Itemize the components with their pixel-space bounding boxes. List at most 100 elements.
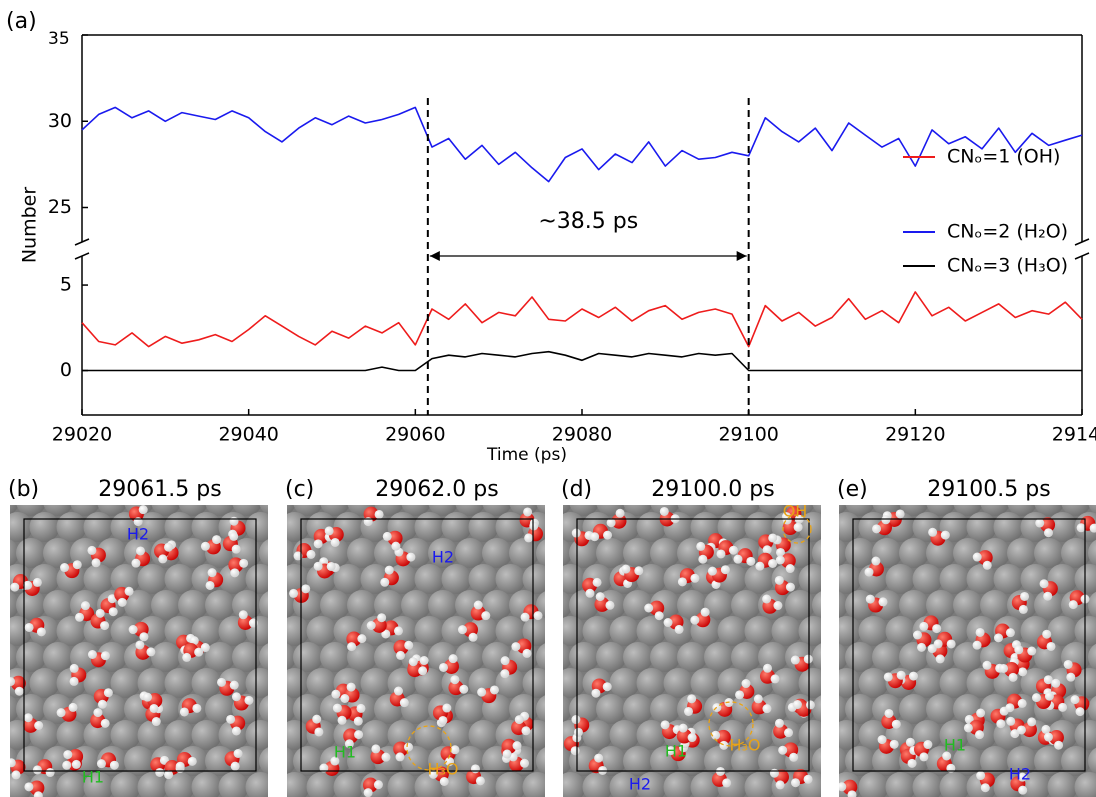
hydrogen xyxy=(793,522,803,532)
surface-atom xyxy=(29,512,60,542)
x-tick-label: 29120 xyxy=(885,424,945,446)
panel-title: 29061.5 ps xyxy=(98,477,221,502)
atom-label: O2 xyxy=(644,442,667,461)
hydrogen xyxy=(330,537,340,547)
hydrogen xyxy=(775,780,785,790)
surface-atom xyxy=(414,512,445,542)
surface-atom xyxy=(609,616,640,646)
hydrogen xyxy=(80,601,90,611)
hydrogen xyxy=(353,716,363,726)
hydrogen xyxy=(1017,772,1027,782)
hydrogen xyxy=(753,694,763,704)
surface-atom xyxy=(287,591,296,619)
surface-atom xyxy=(482,505,512,516)
hydrogen xyxy=(306,549,316,559)
hydrogen xyxy=(1043,528,1053,538)
surface-atom xyxy=(563,616,586,646)
hydrogen xyxy=(908,671,918,681)
hydrogen xyxy=(805,700,815,710)
hydrogen xyxy=(592,577,602,587)
hydrogen xyxy=(155,767,165,777)
highlight-ring xyxy=(782,514,812,544)
series-line xyxy=(81,291,1083,348)
surface-atom xyxy=(43,538,73,568)
hydrogen xyxy=(60,563,70,573)
surface-atom xyxy=(43,642,73,672)
surface-atom xyxy=(839,668,862,698)
surface-atom xyxy=(191,720,222,750)
hydrogen xyxy=(374,509,384,519)
hydrogen xyxy=(784,728,794,738)
hydrogen xyxy=(878,597,888,607)
hydrogen xyxy=(1018,785,1028,795)
surface-atom xyxy=(347,538,377,568)
hydrogen xyxy=(459,684,469,694)
surface-atom xyxy=(596,694,626,724)
hydrogen xyxy=(976,771,986,781)
hydrogen xyxy=(839,782,847,792)
surface-atom xyxy=(287,747,296,775)
hydrogen xyxy=(357,634,367,644)
hydrogen xyxy=(741,679,751,689)
surface-atom xyxy=(287,539,296,567)
hydrogen xyxy=(976,708,986,718)
surface-atom xyxy=(536,539,545,567)
surface-atom xyxy=(293,505,323,516)
hydrogen xyxy=(45,768,55,778)
oxygen xyxy=(594,596,610,612)
surface-atom xyxy=(596,538,626,568)
hydrogen xyxy=(128,625,138,635)
hydrogen xyxy=(233,748,243,758)
hydrogen xyxy=(980,783,990,793)
surface-atom xyxy=(16,505,46,516)
hydrogen xyxy=(475,776,485,786)
hydrogen xyxy=(340,693,350,703)
surface-atom xyxy=(10,539,19,567)
x-tick-label: 29060 xyxy=(385,424,445,446)
surface-atom xyxy=(690,668,721,698)
surface-atom xyxy=(798,564,821,594)
hydrogen xyxy=(1035,518,1045,528)
surface-atom xyxy=(980,746,1010,776)
hydrogen xyxy=(200,643,210,653)
hydrogen xyxy=(778,745,788,755)
surface-atom xyxy=(839,564,862,594)
hydrogen xyxy=(1041,724,1051,734)
hydrogen xyxy=(393,626,403,636)
surface-atom xyxy=(401,590,431,620)
surface-atom xyxy=(744,564,775,594)
surface-atom xyxy=(320,505,350,516)
surface-atom xyxy=(287,668,310,698)
hydrogen xyxy=(468,632,478,642)
atom-label: H2 xyxy=(432,548,454,567)
surface-atom xyxy=(563,772,586,797)
surface-atom xyxy=(563,505,572,515)
surface-atom xyxy=(509,538,539,568)
hydrogen xyxy=(919,752,929,762)
hydrogen xyxy=(659,506,669,516)
hydrogen xyxy=(1046,641,1056,651)
surface-atom xyxy=(110,616,141,646)
hydrogen xyxy=(1066,672,1076,682)
x-tick-label: 29020 xyxy=(52,424,112,446)
hydrogen xyxy=(1027,717,1037,727)
hydrogen xyxy=(933,639,943,649)
x-tick-label: 29080 xyxy=(552,424,612,446)
surface-atom xyxy=(569,590,599,620)
panel-title: 29100.0 ps xyxy=(651,477,774,502)
atom-label: OH xyxy=(773,452,798,471)
hydrogen xyxy=(366,620,376,630)
hydrogen xyxy=(1027,646,1037,656)
surface-atom xyxy=(522,668,545,698)
hydrogen xyxy=(905,737,915,747)
hydrogen xyxy=(371,744,381,754)
hydrogen xyxy=(100,621,110,631)
hydrogen xyxy=(585,588,595,598)
surface-atom xyxy=(482,538,512,568)
surface-atom xyxy=(468,564,499,594)
hydrogen xyxy=(972,552,982,562)
hydrogen xyxy=(698,554,708,564)
surface-atom xyxy=(495,564,526,594)
surface-atom xyxy=(110,668,141,698)
hydrogen xyxy=(746,556,756,566)
